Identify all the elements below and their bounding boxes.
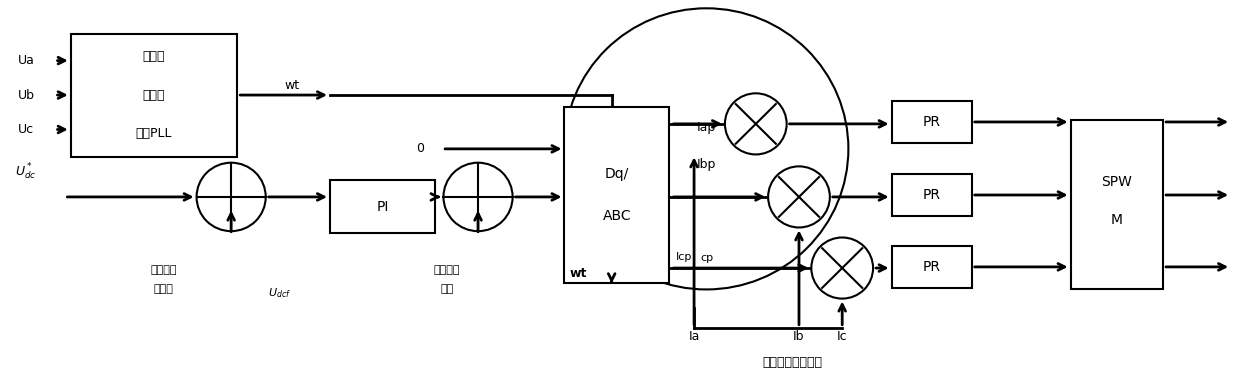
Text: wt: wt [284,79,299,92]
Bar [892,246,972,288]
Text: Ub: Ub [17,89,35,101]
Bar [564,106,670,284]
Text: 相序自: 相序自 [143,50,165,63]
Text: Iap: Iap [697,121,715,134]
Text: 采样值: 采样值 [154,284,174,294]
Text: PR: PR [923,188,941,202]
Text: $U_{dc}^*$: $U_{dc}^*$ [15,162,36,182]
Text: Dq/: Dq/ [605,167,629,181]
Text: 三相输出电流反馈: 三相输出电流反馈 [763,356,823,369]
Text: Ic: Ic [837,330,847,342]
Text: Ibp: Ibp [697,158,715,171]
Text: M: M [1111,213,1123,227]
Text: cp: cp [701,254,713,263]
Bar [330,180,435,234]
Text: wt: wt [569,267,587,280]
Bar [71,34,237,156]
Text: 0: 0 [415,142,424,155]
Ellipse shape [725,93,786,154]
Ellipse shape [197,163,265,231]
Ellipse shape [768,167,830,227]
Text: PR: PR [923,260,941,274]
Text: 适应锁: 适应锁 [143,89,165,101]
Text: Ib: Ib [794,330,805,342]
Ellipse shape [444,163,512,231]
Text: Ua: Ua [17,54,35,67]
Text: Ia: Ia [688,330,699,342]
Text: 相环PLL: 相环PLL [135,127,172,140]
Text: SPW: SPW [1101,176,1132,189]
Bar [892,174,972,216]
Text: PR: PR [923,115,941,129]
Ellipse shape [811,238,873,299]
Bar [892,101,972,143]
Text: PI: PI [376,200,388,214]
Text: Uc: Uc [17,123,33,136]
Ellipse shape [564,8,848,289]
Text: ABC: ABC [603,209,631,223]
Text: 电网电压: 电网电压 [434,265,460,275]
Text: $U_{dcf}$: $U_{dcf}$ [268,286,291,300]
Text: 母线电压: 母线电压 [150,265,176,275]
Text: 前馈: 前馈 [440,284,454,294]
Bar [1070,120,1163,289]
Text: Icp: Icp [676,252,692,262]
